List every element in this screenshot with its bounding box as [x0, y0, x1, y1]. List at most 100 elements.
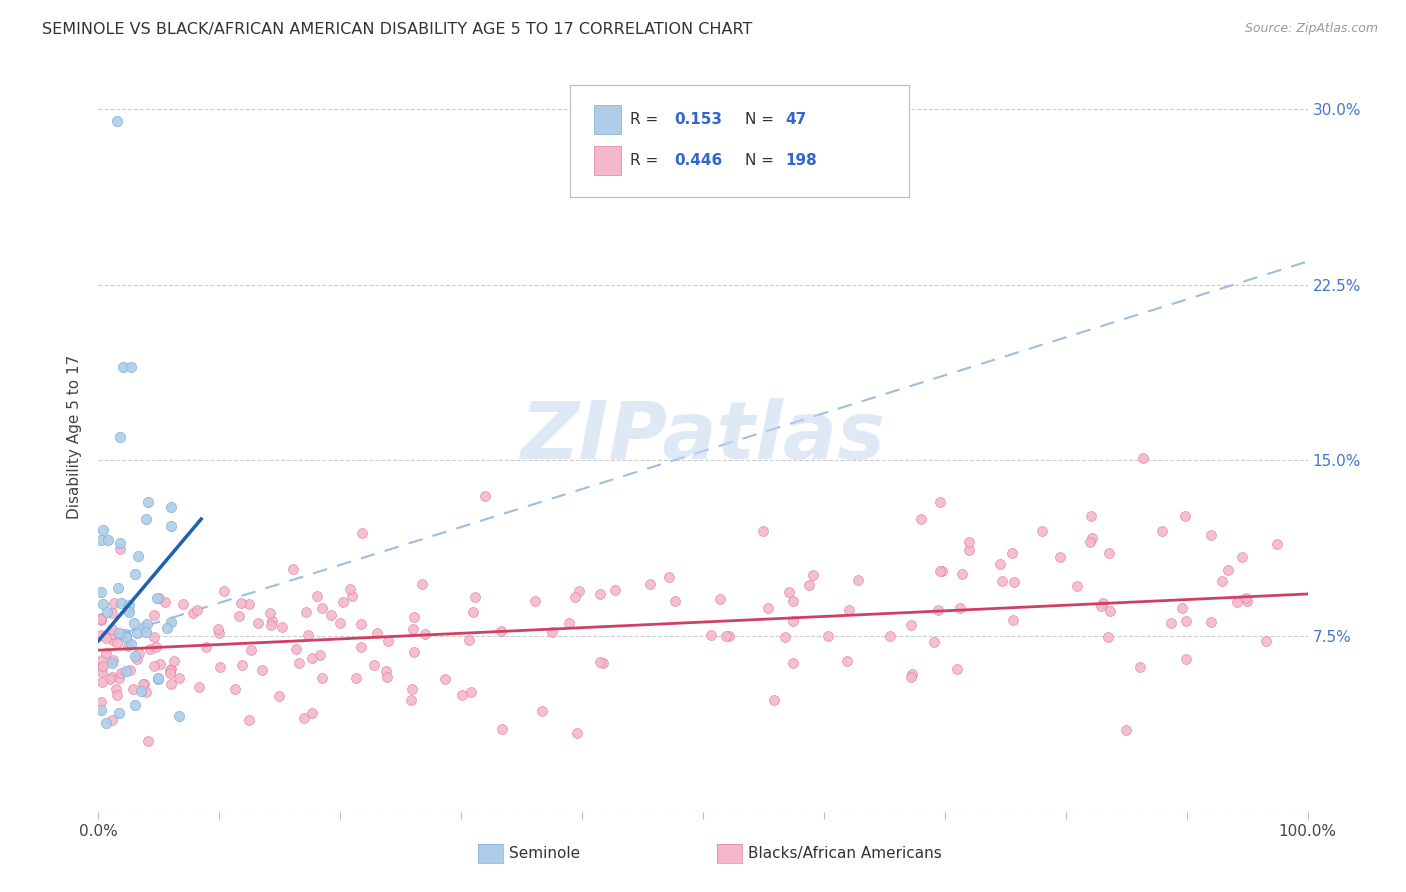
Point — [120, 359, 142, 374]
Point — [187, 680, 209, 694]
Point — [90, 703, 112, 717]
Point — [1199, 528, 1222, 542]
Point — [91, 598, 114, 612]
Text: N =: N = — [745, 112, 775, 127]
FancyBboxPatch shape — [569, 85, 908, 197]
Point — [132, 676, 155, 690]
Point — [118, 605, 141, 619]
Point — [146, 672, 169, 686]
Point — [136, 494, 159, 508]
Point — [129, 684, 152, 698]
Point — [1080, 531, 1102, 545]
FancyBboxPatch shape — [595, 105, 621, 134]
Point — [114, 665, 136, 679]
Point — [931, 564, 953, 578]
Point — [135, 685, 157, 699]
Point — [350, 616, 373, 631]
Point — [145, 640, 167, 655]
Point — [103, 596, 125, 610]
Point — [159, 615, 181, 630]
Point — [589, 656, 612, 670]
Point — [105, 114, 128, 128]
Point — [1230, 549, 1253, 564]
Point — [846, 573, 869, 587]
Point — [1256, 633, 1278, 648]
Point — [90, 611, 112, 625]
Point — [350, 526, 373, 541]
Text: SEMINOLE VS BLACK/AFRICAN AMERICAN DISABILITY AGE 5 TO 17 CORRELATION CHART: SEMINOLE VS BLACK/AFRICAN AMERICAN DISAB… — [42, 22, 752, 37]
Point — [460, 685, 482, 699]
Point — [1002, 613, 1025, 627]
Point — [762, 693, 785, 707]
Point — [946, 662, 969, 676]
Point — [224, 682, 246, 697]
Point — [247, 615, 270, 630]
Point — [756, 600, 779, 615]
Point — [1002, 575, 1025, 590]
Point — [295, 605, 318, 619]
Point — [96, 646, 118, 660]
Point — [297, 627, 319, 641]
Point — [110, 666, 132, 681]
Point — [128, 647, 150, 661]
Point — [311, 671, 333, 685]
Point — [159, 663, 181, 677]
Point — [957, 535, 980, 549]
Point — [1090, 599, 1112, 613]
Point — [1132, 451, 1154, 466]
Point — [214, 583, 236, 598]
Point — [464, 590, 486, 604]
Point — [238, 597, 260, 611]
Point — [93, 659, 115, 673]
Point — [136, 734, 159, 748]
Point — [146, 591, 169, 605]
Y-axis label: Disability Age 5 to 17: Disability Age 5 to 17 — [67, 355, 83, 519]
Point — [782, 614, 804, 628]
Point — [301, 650, 323, 665]
Point — [988, 557, 1011, 571]
Point — [110, 536, 132, 550]
Point — [262, 614, 284, 628]
Point — [139, 641, 162, 656]
Point — [411, 577, 433, 591]
Point — [117, 603, 139, 617]
Point — [101, 632, 124, 647]
Point — [363, 658, 385, 673]
Point — [94, 631, 117, 645]
Point — [124, 567, 146, 582]
Point — [160, 519, 183, 533]
Point — [207, 622, 229, 636]
Point — [115, 630, 138, 644]
Point — [402, 645, 425, 659]
Point — [270, 620, 292, 634]
Point — [1211, 574, 1233, 589]
Point — [259, 606, 281, 620]
Point — [111, 359, 134, 374]
Point — [132, 676, 155, 690]
Point — [1080, 508, 1102, 523]
Point — [121, 681, 143, 696]
Point — [375, 670, 398, 684]
Point — [305, 589, 328, 603]
Point — [782, 594, 804, 608]
Point — [1265, 537, 1288, 551]
Point — [1092, 596, 1115, 610]
Point — [167, 708, 190, 723]
Point — [90, 613, 112, 627]
Point — [910, 512, 932, 526]
Point — [640, 577, 662, 591]
Point — [374, 664, 396, 678]
Point — [142, 630, 165, 644]
Point — [250, 663, 273, 677]
Point — [105, 688, 128, 702]
Point — [108, 430, 131, 444]
Point — [797, 577, 820, 591]
Point — [1171, 601, 1194, 615]
Point — [1001, 546, 1024, 560]
Point — [135, 624, 157, 639]
Point — [127, 626, 149, 640]
Point — [332, 595, 354, 609]
Point — [127, 549, 149, 563]
Text: Seminole: Seminole — [509, 847, 581, 861]
Point — [160, 500, 183, 515]
